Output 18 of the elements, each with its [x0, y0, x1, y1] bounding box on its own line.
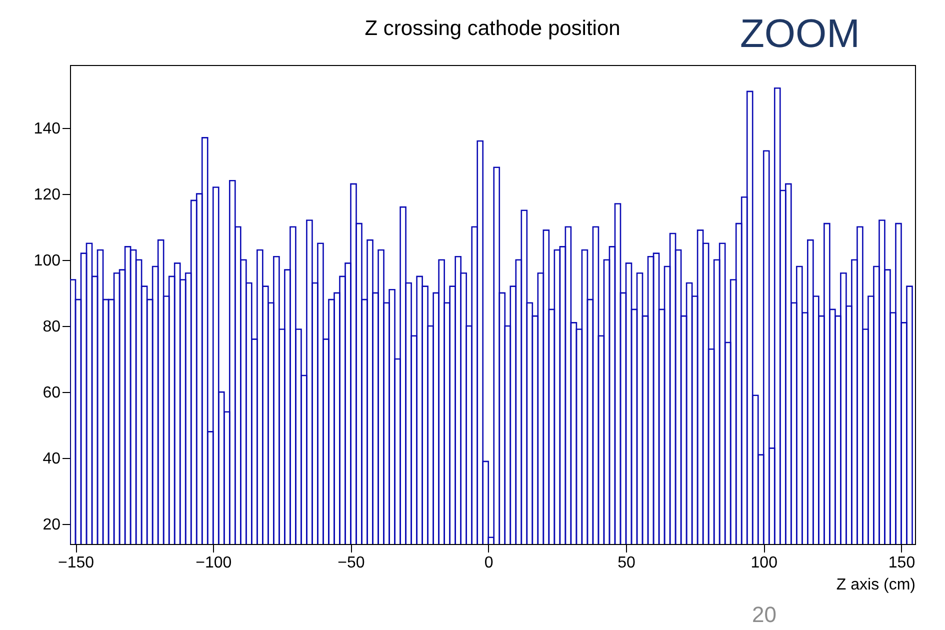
- y-tick-label: 80: [42, 318, 61, 336]
- y-tick-label: 40: [42, 450, 61, 468]
- y-tick-label: 60: [42, 384, 61, 402]
- y-tick-label: 100: [34, 252, 61, 270]
- chart-title: Z crossing cathode position: [364, 17, 620, 40]
- y-tick-label: 20: [42, 516, 61, 534]
- x-tick-label: −100: [196, 554, 232, 572]
- y-tick-label: 120: [34, 186, 61, 204]
- x-tick-label: 0: [484, 554, 494, 572]
- x-tick-label: 50: [618, 554, 636, 572]
- text: ZOOM: [740, 12, 860, 57]
- text: 20: [752, 602, 776, 628]
- y-tick-label: 140: [34, 120, 61, 138]
- x-tick-label: −150: [58, 554, 94, 572]
- x-tick-label: 100: [750, 554, 778, 572]
- x-tick-label: −50: [338, 554, 365, 572]
- x-tick-label: 150: [888, 554, 916, 572]
- x-axis-title: Z axis (cm): [836, 576, 916, 594]
